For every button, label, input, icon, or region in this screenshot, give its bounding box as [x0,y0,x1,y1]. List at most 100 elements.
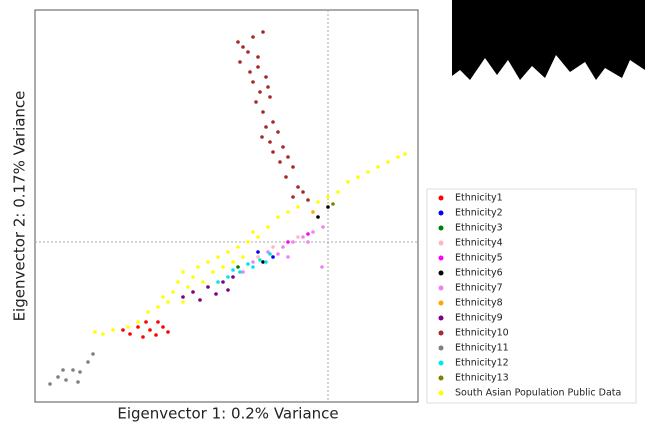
point [256,55,260,59]
point [246,50,250,54]
silhouette [452,0,645,80]
point [186,285,190,289]
point [236,40,240,44]
legend-marker [439,256,444,261]
point [231,275,235,279]
point [326,195,330,199]
point [226,250,230,254]
point [238,270,242,274]
legend-text: Ethnicity5 [455,253,503,264]
point [166,300,170,304]
point [161,295,165,299]
point [271,255,275,259]
point [128,332,132,336]
point [264,125,268,129]
point [268,140,272,144]
legend-marker [439,346,444,351]
point [271,150,275,154]
point [144,320,148,324]
point [256,255,260,259]
point [284,175,288,179]
point [276,215,280,219]
legend-box [427,189,636,403]
point [161,325,165,329]
point [181,300,185,304]
point [86,360,90,364]
legend-marker [439,301,444,306]
point [261,30,265,34]
legend-marker [439,316,444,321]
point [268,252,272,256]
point [403,152,407,156]
point [136,325,140,329]
point [254,100,258,104]
legend-marker [439,391,444,396]
point [221,265,225,269]
point [281,145,285,149]
point [251,260,255,264]
legend-text: Ethnicity13 [455,373,509,384]
point [231,268,235,272]
point [291,195,295,199]
point [241,45,245,49]
point [376,165,380,169]
point [296,235,300,239]
point [326,205,330,209]
point [258,258,262,262]
point [221,280,225,284]
point [256,235,260,239]
point [236,265,240,269]
point [306,198,310,202]
legend-marker [439,361,444,366]
point [291,165,295,169]
point [111,328,115,332]
point [276,252,280,256]
point [266,225,270,229]
point [316,200,320,204]
point [206,260,210,264]
legend-text: Ethnicity12 [455,358,509,369]
point [216,280,220,284]
point [251,230,255,234]
point [276,130,280,134]
point [191,275,195,279]
point [48,382,52,386]
point [136,320,140,324]
point [171,290,175,294]
legend-text: Ethnicity11 [455,343,509,354]
point [191,290,195,294]
point [268,95,272,99]
point [78,370,82,374]
point [231,260,235,264]
point [271,120,275,124]
legend-text: Ethnicity10 [455,328,509,339]
point [320,265,324,269]
point [166,330,170,334]
point [156,320,160,324]
point [154,333,158,337]
legend-marker [439,331,444,336]
point [214,292,218,296]
point [156,305,160,309]
point [286,240,290,244]
point [311,230,315,234]
point [93,330,97,334]
legend-text: Ethnicity2 [455,208,503,219]
legend-text: Ethnicity4 [455,238,503,249]
point [121,328,125,332]
point [264,75,268,79]
point [286,255,290,259]
point [206,285,210,289]
point [56,375,60,379]
point [260,135,264,139]
point [148,328,152,332]
legend-marker [439,226,444,231]
point [386,160,390,164]
point [261,110,265,114]
legend-text: Ethnicity6 [455,268,503,279]
legend-text: Ethnicity1 [455,193,503,204]
legend-text: Ethnicity7 [455,283,503,294]
point [176,280,180,284]
point [216,255,220,259]
point [336,190,340,194]
